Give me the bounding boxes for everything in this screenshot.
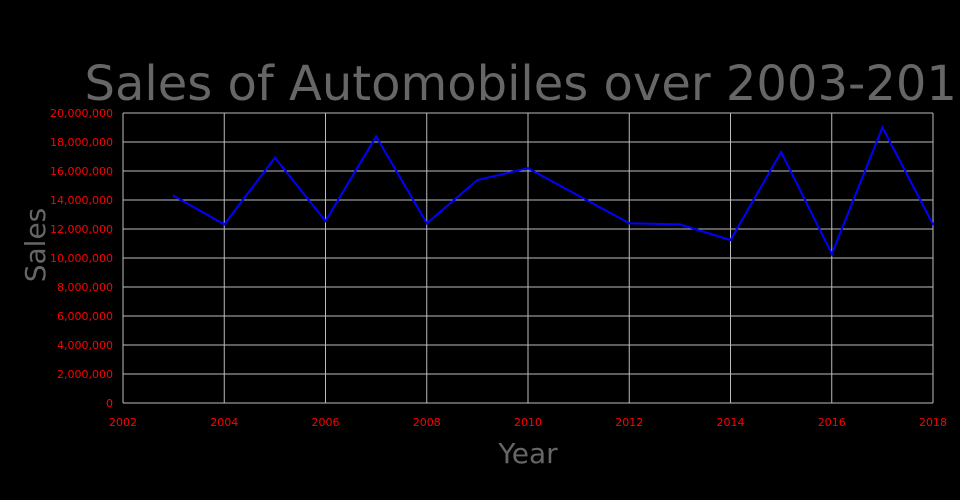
- data-point: [881, 126, 884, 129]
- y-tick-label: 12,000,000: [50, 223, 113, 236]
- chart-title: Sales of Automobiles over 2003-2018: [85, 56, 960, 112]
- data-point: [678, 223, 681, 226]
- x-tick-label: 2016: [818, 416, 846, 429]
- y-tick-label: 8,000,000: [57, 281, 113, 294]
- data-point: [628, 222, 631, 225]
- data-point: [273, 156, 276, 159]
- data-point: [223, 223, 226, 226]
- y-tick-label: 2,000,000: [57, 368, 113, 381]
- y-tick-label: 18,000,000: [50, 136, 113, 149]
- data-point: [324, 220, 327, 223]
- data-point: [932, 223, 934, 226]
- data-point: [172, 194, 175, 197]
- y-tick-label: 10,000,000: [50, 252, 113, 265]
- x-tick-label: 2010: [514, 416, 542, 429]
- x-tick-label: 2008: [413, 416, 441, 429]
- x-tick-label: 2004: [210, 416, 238, 429]
- data-point: [476, 178, 479, 181]
- data-point: [527, 167, 529, 170]
- y-tick-label: 16,000,000: [50, 165, 113, 178]
- y-tick-label: 6,000,000: [57, 310, 113, 323]
- x-tick-label: 2018: [919, 416, 947, 429]
- y-axis-ticks: 0 2,000,000 4,000,000 6,000,000 8,000,000 10,…: [50, 107, 113, 410]
- data-point: [830, 252, 833, 255]
- data-point: [780, 151, 783, 154]
- y-tick-label: 0: [106, 397, 113, 410]
- y-tick-label: 14,000,000: [50, 194, 113, 207]
- data-point: [577, 194, 580, 197]
- x-tick-label: 2012: [615, 416, 643, 429]
- y-axis-label: Sales: [19, 208, 52, 283]
- grid: [122, 112, 934, 404]
- data-point: [375, 135, 378, 138]
- data-point: [425, 222, 428, 225]
- x-axis-label: Year: [497, 437, 558, 470]
- y-tick-label: 4,000,000: [57, 339, 113, 352]
- x-tick-label: 2006: [312, 416, 340, 429]
- y-tick-label: 20,000,000: [50, 107, 113, 120]
- x-tick-label: 2014: [717, 416, 745, 429]
- x-tick-label: 2002: [109, 416, 137, 429]
- data-point: [729, 239, 732, 242]
- x-axis-ticks: 2002 2004 2006 2008 2010 2012 2014 2016 2018: [109, 416, 947, 429]
- data-points: [172, 126, 934, 255]
- series-line: [173, 125, 934, 257]
